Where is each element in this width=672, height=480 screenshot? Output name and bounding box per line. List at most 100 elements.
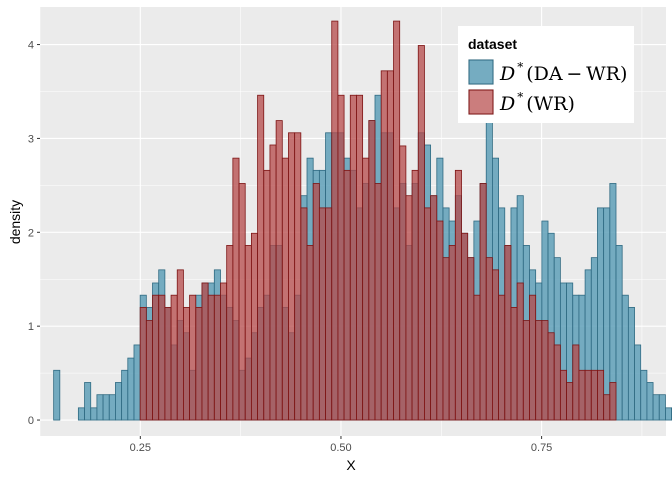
bar-wr (609, 382, 617, 421)
bar-da-wr (127, 357, 135, 421)
bar-da-wr (603, 207, 611, 421)
bar-wr (158, 294, 166, 421)
bar-wr (294, 132, 302, 421)
bar-wr (244, 245, 252, 421)
bar-wr (380, 70, 388, 421)
bar-wr (492, 269, 499, 421)
bar-wr (238, 183, 246, 421)
bar-wr (263, 169, 271, 421)
bar-wr (183, 306, 190, 421)
y-tick-label: 1 (28, 321, 34, 333)
bar-wr (597, 369, 605, 421)
bar-wr (590, 369, 598, 421)
y-tick-label: 3 (28, 133, 34, 145)
bar-da-wr (96, 394, 104, 421)
bar-da-wr (627, 306, 635, 421)
bar-wr (559, 369, 567, 421)
bar-wr (356, 94, 364, 421)
bar-da-wr (102, 394, 110, 421)
bar-wr (473, 294, 481, 421)
bar-da-wr (121, 369, 129, 421)
series-wr-bars (139, 20, 617, 421)
bar-wr (411, 169, 419, 421)
legend-swatch-da-wr (468, 59, 494, 85)
bar-wr (448, 245, 456, 421)
bar-wr (479, 183, 487, 421)
bar-da-wr (615, 245, 623, 421)
bar-wr (362, 157, 370, 421)
legend-label-da-wr: D * (DA − WR) (499, 60, 627, 85)
bar-wr (584, 369, 592, 421)
bar-da-wr (665, 407, 672, 421)
bar-wr (510, 306, 518, 421)
bar-wr (281, 157, 289, 421)
bar-wr (152, 294, 160, 421)
bar-wr (170, 294, 178, 421)
bar-da-wr (634, 344, 642, 421)
bar-wr (312, 183, 320, 421)
legend-title: dataset (468, 36, 517, 52)
bar-wr (306, 245, 314, 421)
bar-da-wr (84, 382, 92, 421)
bar-wr (189, 294, 197, 421)
bar-wr (386, 70, 394, 421)
bar-wr (417, 45, 425, 421)
bar-wr (337, 94, 345, 421)
x-axis-title: X (346, 457, 356, 473)
bar-wr (566, 382, 574, 421)
bar-da-wr (108, 394, 116, 421)
bar-wr (176, 269, 184, 421)
bar-wr (535, 320, 543, 421)
bar-wr (195, 306, 203, 421)
bar-wr (498, 294, 506, 421)
bar-wr (220, 282, 228, 421)
bar-da-wr (133, 344, 141, 421)
x-tick-label: 0.25 (130, 442, 151, 454)
bar-wr (516, 282, 524, 421)
bar-wr (578, 369, 586, 421)
bar-wr (257, 94, 265, 421)
bar-wr (430, 195, 438, 421)
bar-wr (300, 207, 308, 421)
bar-da-wr (53, 369, 61, 421)
bar-wr (275, 120, 283, 421)
bar-wr (424, 207, 432, 421)
bar-da-wr (90, 407, 98, 421)
bar-wr (164, 306, 172, 421)
bar-wr (405, 195, 413, 421)
bar-wr (399, 145, 407, 421)
bar-wr (553, 344, 561, 421)
bar-wr (325, 207, 333, 421)
bar-wr (572, 344, 580, 421)
bar-wr (522, 320, 530, 421)
x-tick-label: 0.75 (531, 442, 552, 454)
bar-wr (393, 20, 401, 421)
bar-wr (213, 294, 221, 421)
bar-wr (603, 394, 611, 421)
bar-wr (368, 120, 376, 421)
bar-wr (145, 320, 153, 421)
bar-wr (250, 232, 258, 421)
bar-da-wr (652, 394, 660, 421)
y-tick-label: 0 (28, 415, 34, 427)
bar-wr (374, 183, 382, 421)
bar-wr (139, 306, 147, 421)
bar-da-wr (646, 382, 654, 421)
bar-da-wr (658, 394, 666, 421)
x-axis: 0.25 0.50 0.75 (130, 436, 552, 454)
bar-wr (436, 220, 444, 421)
bar-wr (207, 294, 215, 421)
bar-wr (226, 245, 234, 421)
bar-da-wr (640, 369, 648, 421)
y-tick-label: 2 (28, 227, 34, 239)
bar-wr (331, 20, 339, 421)
bar-wr (232, 157, 240, 421)
bar-wr (547, 332, 555, 421)
bar-wr (454, 169, 462, 421)
bar-wr (288, 132, 296, 421)
bar-da-wr (77, 407, 85, 421)
bar-wr (201, 282, 209, 421)
bar-wr (504, 245, 512, 421)
bar-wr (269, 144, 277, 421)
